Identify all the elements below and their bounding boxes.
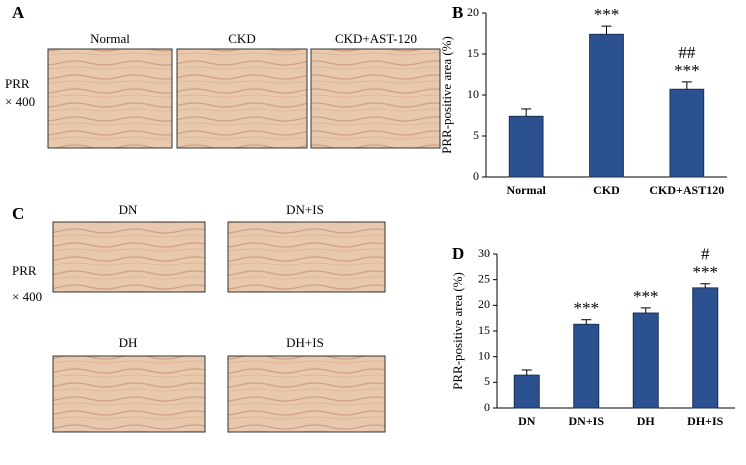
significance-label: *** <box>693 263 719 282</box>
bar <box>589 33 624 178</box>
y-tick-label: 15 <box>467 46 479 60</box>
image-label: DN+IS <box>286 202 324 217</box>
bar <box>513 374 540 409</box>
x-tick-label: DH+IS <box>687 414 724 428</box>
bar <box>573 323 600 409</box>
micrograph <box>227 221 386 293</box>
micrograph <box>47 48 173 149</box>
significance-label: *** <box>574 299 600 318</box>
image-label: Normal <box>90 31 130 46</box>
bar <box>692 287 719 409</box>
magnification-label: × 400 <box>12 289 42 304</box>
y-axis-label: PRR-positive area (%) <box>439 36 454 154</box>
y-tick-label: 25 <box>478 271 490 285</box>
micrograph <box>310 48 441 149</box>
x-tick-label: CKD <box>593 183 620 197</box>
y-tick-label: 20 <box>467 5 479 19</box>
x-tick-label: Normal <box>507 183 547 197</box>
image-label: DN <box>119 202 138 217</box>
significance-label: *** <box>633 287 659 306</box>
panel-label: A <box>12 3 25 22</box>
y-tick-label: 0 <box>473 169 479 183</box>
y-tick-label: 10 <box>478 348 490 362</box>
x-tick-label: DH <box>637 414 656 428</box>
image-label: DH+IS <box>286 335 324 350</box>
x-tick-label: DN <box>518 414 536 428</box>
stain-label: PRR <box>5 76 30 91</box>
magnification-label: × 400 <box>5 94 35 109</box>
micrograph <box>176 48 308 149</box>
significance-label: *** <box>594 5 620 24</box>
bar <box>669 88 705 178</box>
bar <box>508 115 544 178</box>
image-label: CKD+AST-120 <box>335 31 417 46</box>
image-label: CKD <box>228 31 255 46</box>
significance-label: ## <box>678 43 696 62</box>
panel-label: B <box>452 3 463 22</box>
y-tick-label: 5 <box>484 374 490 388</box>
y-tick-label: 15 <box>478 323 490 337</box>
image-label: DH <box>119 335 138 350</box>
significance-label: *** <box>674 61 700 80</box>
y-axis-label: PRR-positive area (%) <box>450 272 465 390</box>
panel-label: C <box>12 204 24 223</box>
y-tick-label: 20 <box>478 297 490 311</box>
y-tick-label: 30 <box>478 246 490 260</box>
micrograph <box>227 355 386 433</box>
micrograph <box>52 221 206 293</box>
x-tick-label: DN+IS <box>568 414 604 428</box>
significance-label: # <box>701 245 710 264</box>
y-tick-label: 5 <box>473 128 479 142</box>
micrograph <box>52 355 206 433</box>
stain-label: PRR <box>12 263 37 278</box>
bar <box>632 312 659 409</box>
y-tick-label: 10 <box>467 87 479 101</box>
y-tick-label: 0 <box>484 400 490 414</box>
panel-label: D <box>452 244 464 263</box>
x-tick-label: CKD+AST120 <box>649 183 724 197</box>
